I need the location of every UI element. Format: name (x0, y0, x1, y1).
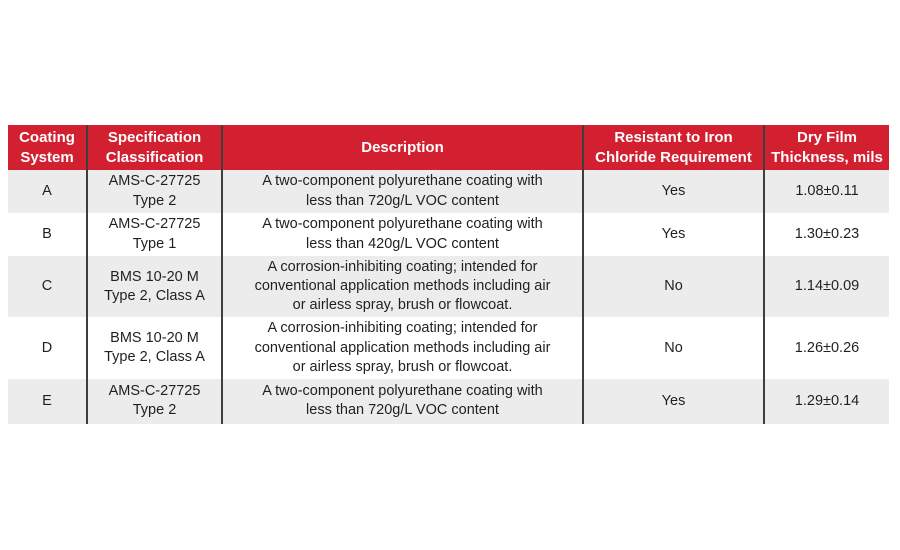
header-cell-resistant: Resistant to Iron Chloride Requirement (583, 125, 765, 170)
cell-resistant-D: No (583, 317, 765, 379)
cell-system-C: C (8, 256, 88, 318)
cell-spec-A: AMS-C-27725 Type 2 (87, 170, 223, 213)
header-row: Coating System Specification Classificati… (8, 125, 889, 170)
cell-spec-E: AMS-C-27725 Type 2 (87, 378, 223, 424)
cell-description-D: A corrosion-inhibiting coating; intended… (222, 317, 584, 379)
cell-description-C: A corrosion-inhibiting coating; intended… (222, 256, 584, 318)
header-cell-thickness: Dry Film Thickness, mils (764, 125, 889, 170)
cell-resistant-C: No (583, 256, 765, 318)
cell-system-A: A (8, 170, 88, 213)
cell-thickness-B: 1.30±0.23 (764, 213, 889, 256)
cell-spec-B: AMS-C-27725 Type 1 (87, 213, 223, 256)
coatings-table-container: Coating System Specification Classificati… (8, 125, 889, 424)
coatings-table: Coating System Specification Classificati… (8, 125, 889, 424)
cell-description-E: A two-component polyurethane coating wit… (222, 378, 584, 424)
cell-thickness-C: 1.14±0.09 (764, 256, 889, 318)
cell-spec-C: BMS 10-20 M Type 2, Class A (87, 256, 223, 318)
cell-thickness-A: 1.08±0.11 (764, 170, 889, 213)
cell-system-D: D (8, 317, 88, 379)
header-cell-spec: Specification Classification (87, 125, 223, 170)
cell-description-B: A two-component polyurethane coating wit… (222, 213, 584, 256)
cell-thickness-D: 1.26±0.26 (764, 317, 889, 379)
cell-spec-D: BMS 10-20 M Type 2, Class A (87, 317, 223, 379)
cell-resistant-E: Yes (583, 378, 765, 424)
cell-system-B: B (8, 213, 88, 256)
cell-thickness-E: 1.29±0.14 (764, 378, 889, 424)
cell-description-A: A two-component polyurethane coating wit… (222, 170, 584, 213)
cell-resistant-B: Yes (583, 213, 765, 256)
cell-system-E: E (8, 378, 88, 424)
header-cell-system: Coating System (8, 125, 88, 170)
table-header: Coating System Specification Classificati… (8, 125, 889, 170)
header-cell-description: Description (222, 125, 584, 170)
cell-resistant-A: Yes (583, 170, 765, 213)
